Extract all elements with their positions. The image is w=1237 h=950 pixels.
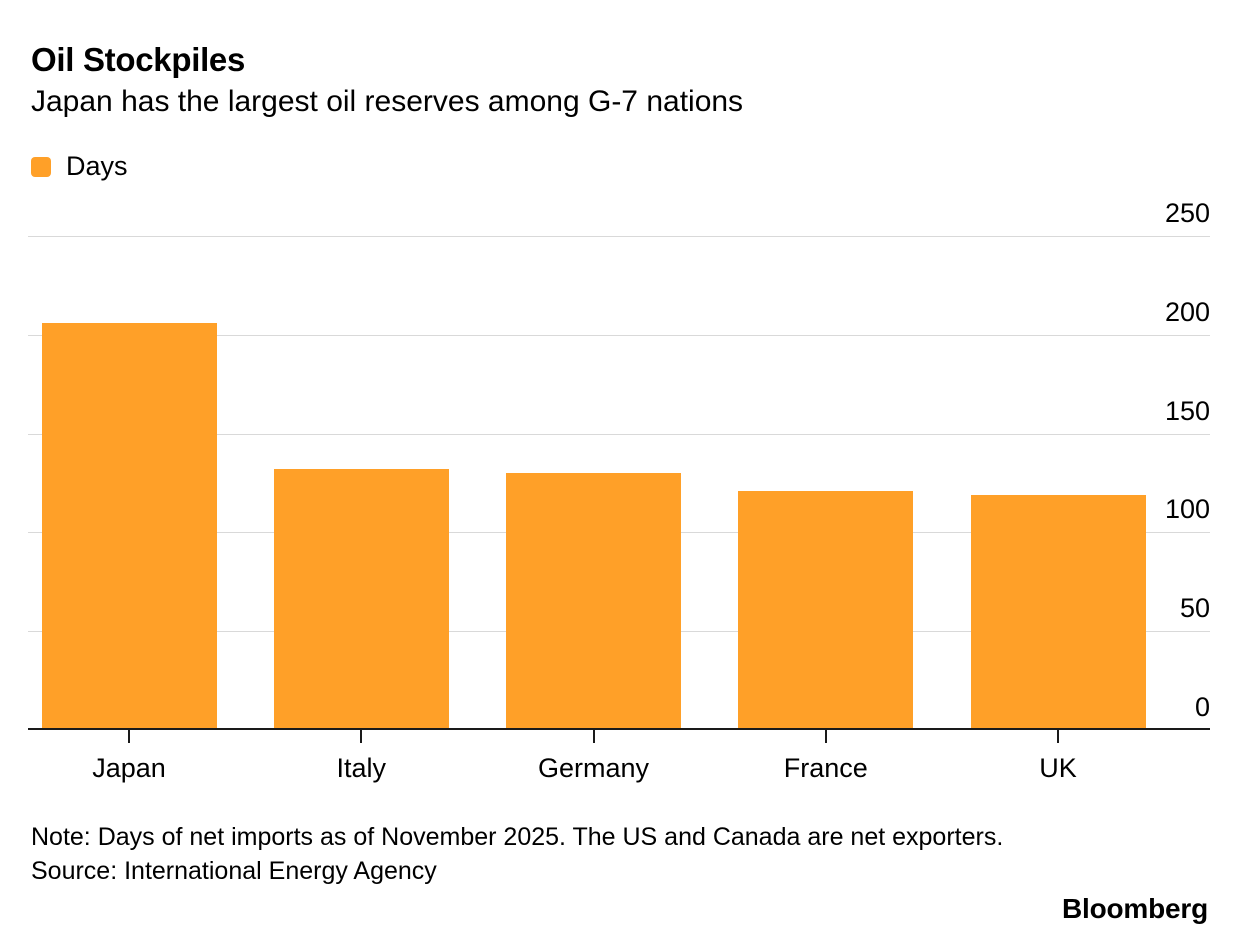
chart-subtitle: Japan has the largest oil reserves among… (31, 85, 744, 118)
x-tick-mark (360, 730, 363, 743)
legend-label: Days (66, 151, 128, 181)
bar (970, 494, 1146, 730)
legend: Days (31, 151, 128, 182)
footnotes: Note: Days of net imports as of November… (31, 820, 1003, 888)
gridline (28, 236, 1210, 237)
legend-swatch-icon (31, 156, 51, 177)
x-tick-mark (824, 730, 827, 743)
x-axis-label: Japan (92, 753, 166, 783)
x-tick-mark (592, 730, 595, 743)
bar (41, 322, 217, 730)
gridline (28, 334, 1210, 336)
x-tick-mark (1057, 730, 1059, 743)
y-axis-label: 0 (1194, 692, 1210, 722)
x-tick-mark (128, 730, 130, 743)
footer-source: Source: International Energy Agency (31, 857, 437, 885)
bloomberg-logo: Bloomberg (1062, 893, 1208, 924)
y-axis-label: 100 (1164, 494, 1210, 525)
chart-title: Oil Stockpiles (31, 41, 246, 78)
x-axis-label: Germany (537, 753, 650, 783)
y-axis-label: 250 (1164, 198, 1210, 228)
y-axis-label: 150 (1164, 395, 1210, 426)
plot-area: 0 50 100 150 200 250 Japan Italy Germany France UK (0, 198, 1237, 783)
y-axis-label: 200 (1164, 296, 1210, 327)
bar (273, 469, 449, 730)
x-axis-line (28, 728, 1210, 730)
bar (506, 473, 681, 730)
x-axis-label: UK (1039, 753, 1077, 783)
x-axis-label: France (783, 753, 868, 783)
bar (738, 490, 914, 730)
y-axis-label: 50 (1179, 593, 1210, 624)
gridline (28, 433, 1210, 435)
footer-note: Note: Days of net imports as of November… (31, 823, 1004, 851)
x-axis-label: Italy (336, 753, 387, 783)
